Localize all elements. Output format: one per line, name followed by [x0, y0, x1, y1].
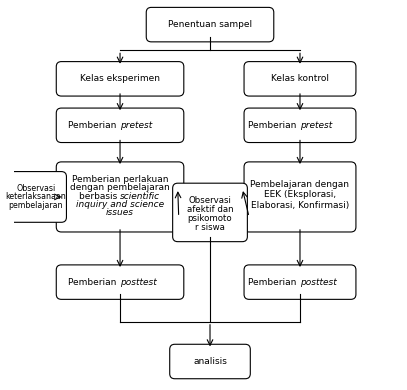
FancyBboxPatch shape	[56, 108, 184, 142]
FancyBboxPatch shape	[56, 62, 184, 96]
Text: Pemberian: Pemberian	[248, 121, 300, 130]
Text: Kelas kontrol: Kelas kontrol	[271, 74, 329, 83]
Text: Observasi: Observasi	[16, 184, 56, 193]
Text: afektif dan: afektif dan	[187, 205, 233, 214]
FancyBboxPatch shape	[56, 265, 184, 300]
Text: Penentuan sampel: Penentuan sampel	[168, 20, 252, 29]
Text: EEK (Eksplorasi,: EEK (Eksplorasi,	[264, 190, 336, 199]
FancyBboxPatch shape	[146, 7, 274, 42]
Text: keterlaksanaan: keterlaksanaan	[6, 192, 66, 202]
Text: Pemberian: Pemberian	[68, 121, 120, 130]
Text: Observasi: Observasi	[188, 196, 232, 205]
FancyBboxPatch shape	[244, 162, 356, 232]
FancyBboxPatch shape	[56, 162, 184, 232]
Text: analisis: analisis	[193, 357, 227, 366]
Text: posttest: posttest	[120, 278, 156, 287]
Text: r siswa: r siswa	[195, 223, 225, 232]
Text: Elaborasi, Konfirmasi): Elaborasi, Konfirmasi)	[251, 200, 349, 209]
Text: pembelajaran: pembelajaran	[9, 200, 63, 209]
Text: issues: issues	[106, 208, 134, 217]
FancyBboxPatch shape	[244, 108, 356, 142]
Text: scientific: scientific	[120, 191, 160, 200]
Text: inquiry and science: inquiry and science	[76, 200, 164, 209]
Text: Kelas eksperimen: Kelas eksperimen	[80, 74, 160, 83]
Text: Pembelajaran dengan: Pembelajaran dengan	[250, 180, 350, 189]
Text: berbasis: berbasis	[79, 191, 120, 200]
FancyBboxPatch shape	[244, 265, 356, 300]
FancyBboxPatch shape	[173, 183, 247, 242]
Text: pretest: pretest	[300, 121, 332, 130]
Text: psikomoto: psikomoto	[188, 214, 232, 223]
Text: Pemberian perlakuan: Pemberian perlakuan	[72, 176, 168, 184]
FancyBboxPatch shape	[170, 344, 250, 379]
FancyBboxPatch shape	[244, 62, 356, 96]
Text: Pemberian: Pemberian	[68, 278, 120, 287]
Text: posttest: posttest	[300, 278, 336, 287]
Text: pretest: pretest	[120, 121, 152, 130]
FancyBboxPatch shape	[5, 172, 66, 222]
Text: dengan pembelajaran: dengan pembelajaran	[70, 183, 170, 193]
Text: Pemberian: Pemberian	[248, 278, 300, 287]
